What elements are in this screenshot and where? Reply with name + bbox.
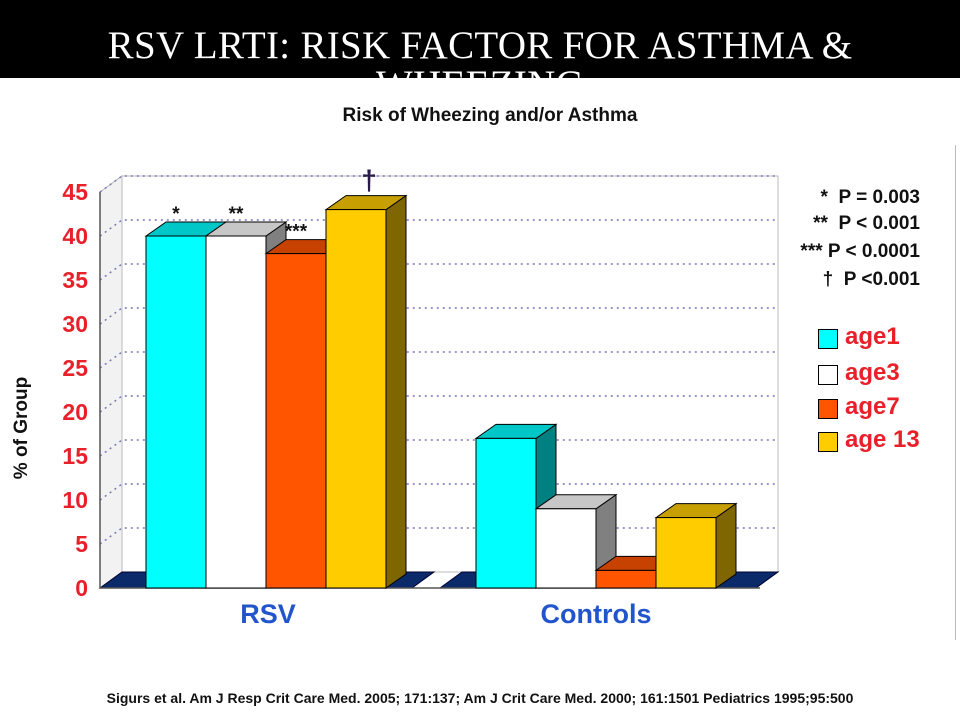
bar-rsv-age3 (205, 235, 267, 589)
category-label: RSV (240, 599, 296, 629)
chart-side-wall (99, 175, 123, 589)
legend-swatch (818, 432, 838, 452)
bar-rsv-age13 (325, 209, 387, 589)
y-tick-label: 40 (62, 223, 88, 249)
bar-controls-age7 (595, 569, 657, 589)
y-tick-label: 0 (75, 575, 88, 601)
y-tick-label: 45 (62, 179, 88, 205)
slide-title: RSV LRTI: RISK FACTOR FOR ASTHMA & WHEEZ… (107, 24, 853, 106)
bar-rsv-age1 (145, 235, 207, 589)
bar-controls-age13 (655, 517, 717, 589)
bar-rsv-age7 (265, 253, 327, 589)
y-tick-label: 25 (62, 355, 88, 381)
significance-note-1: * P = 0.003 (820, 187, 921, 208)
bar-side (385, 194, 407, 589)
chart-frame-edge (955, 145, 956, 640)
legend-label: age7 (845, 393, 900, 420)
y-tick-label: 15 (62, 443, 88, 469)
legend-swatch (818, 365, 838, 385)
bar-controls-age3 (535, 508, 597, 589)
chart-title: Risk of Wheezing and/or Asthma (342, 105, 638, 126)
y-tick-label: 20 (62, 399, 88, 425)
y-tick-label: 10 (62, 487, 88, 513)
y-tick-label: 30 (62, 311, 88, 337)
category-label: Controls (541, 599, 652, 629)
significance-marker: *** (285, 222, 308, 243)
legend-swatch (818, 399, 838, 419)
significance-note-4: † P <0.001 (822, 269, 920, 290)
significance-note-3: *** P < 0.0001 (800, 241, 920, 262)
slide-header (0, 0, 960, 78)
significance-marker: * (172, 204, 180, 225)
y-tick-label: 5 (75, 531, 88, 557)
bar-side (715, 502, 737, 589)
y-tick-label: 35 (62, 267, 88, 293)
significance-marker: ** (229, 204, 244, 225)
legend-label: age 13 (845, 426, 920, 453)
citation: Sigurs et al. Am J Resp Crit Care Med. 2… (106, 690, 854, 706)
legend-label: age3 (845, 359, 900, 386)
significance-marker: † (361, 165, 377, 196)
bar-controls-age1 (475, 437, 537, 589)
legend-swatch (818, 329, 838, 349)
significance-note-2: ** P < 0.001 (813, 213, 920, 234)
legend-label: age1 (845, 323, 900, 350)
